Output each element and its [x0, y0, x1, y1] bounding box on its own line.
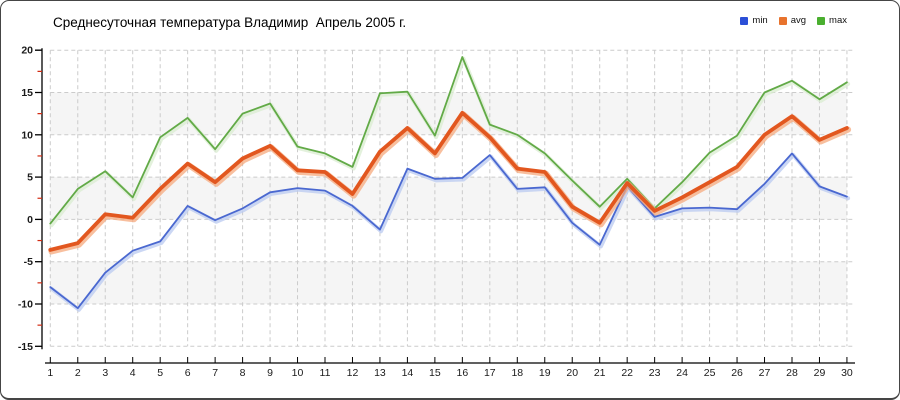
x-tick-label: 25 — [704, 367, 716, 379]
max-line-shadow — [49, 56, 851, 228]
legend-min-label: min — [752, 15, 768, 26]
legend-avg-label: avg — [790, 15, 807, 26]
x-tick-label: 2 — [75, 367, 81, 379]
x-tick-label: 7 — [212, 367, 218, 379]
y-tick-label: 10 — [21, 129, 33, 141]
chart-title: Среднесуточная температура Владимир Апре… — [53, 15, 407, 30]
x-tick-label: 27 — [759, 367, 771, 379]
x-tick-label: 23 — [649, 367, 661, 379]
x-tick-label: 14 — [402, 367, 414, 379]
x-tick-label: 21 — [594, 367, 606, 379]
x-tick-label: 6 — [185, 367, 191, 379]
y-tick-label: 20 — [21, 45, 33, 57]
min-line-shadow — [49, 152, 851, 312]
y-tick-label: 15 — [21, 87, 33, 99]
legend-item-avg: avg — [778, 15, 807, 26]
y-tick-label: 5 — [27, 172, 33, 184]
min-line — [49, 152, 848, 310]
y-tick-label: -5 — [24, 256, 33, 268]
x-tick-label: 30 — [841, 367, 853, 379]
x-tick-label: 22 — [621, 367, 633, 379]
x-tick-label: 4 — [130, 367, 136, 379]
y-tick-label: -10 — [18, 299, 33, 311]
y-tick-label: 0 — [27, 214, 33, 226]
x-tick-label: 15 — [429, 367, 441, 379]
x-tick-label: 10 — [292, 367, 304, 379]
legend-max-label: max — [829, 15, 847, 26]
x-tick-label: 11 — [320, 367, 331, 379]
x-tick-label: 1 — [47, 367, 53, 379]
x-tick-label: 28 — [786, 367, 798, 379]
x-tick-label: 26 — [731, 367, 743, 379]
x-tick-label: 9 — [267, 367, 273, 379]
legend-max-swatch-icon — [817, 16, 826, 25]
x-tick-label: 16 — [457, 367, 469, 379]
x-tick-label: 18 — [511, 367, 523, 379]
x-tick-label: 20 — [566, 367, 578, 379]
max-line — [49, 56, 848, 225]
legend-item-min: min — [740, 15, 768, 26]
x-tick-label: 12 — [347, 367, 359, 379]
legend-item-max: max — [817, 15, 847, 26]
avg-line — [48, 110, 849, 252]
x-tick-label: 24 — [676, 367, 688, 379]
x-tick-label: 8 — [240, 367, 246, 379]
x-tick-label: 5 — [157, 367, 163, 379]
legend-avg-swatch-icon — [778, 16, 787, 25]
x-tick-label: 17 — [484, 367, 496, 379]
x-tick-label: 29 — [814, 367, 826, 379]
x-tick-label: 3 — [102, 367, 108, 379]
x-tick-label: 19 — [539, 367, 551, 379]
y-tick-label: -15 — [18, 341, 33, 353]
x-tick-label: 13 — [374, 367, 386, 379]
legend-min-swatch-icon — [740, 16, 749, 25]
legend: min avg max — [740, 15, 847, 26]
plot-band — [50, 261, 847, 304]
